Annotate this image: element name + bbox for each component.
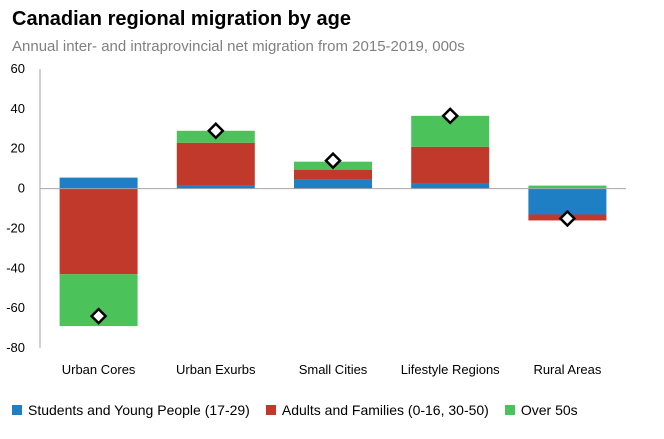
y-tick-label-5: -40 — [6, 260, 25, 275]
net-marker-3 — [441, 107, 459, 125]
x-tick-label-2: Small Cities — [299, 362, 368, 377]
chart-subtitle: Annual inter- and intraprovincial net mi… — [12, 38, 465, 55]
bar-segment-1-3 — [411, 146, 490, 184]
net-marker-1 — [207, 122, 225, 140]
legend-item-adults: Adults and Families (0-16, 30-50) — [265, 402, 489, 418]
net-marker-4 — [558, 209, 577, 228]
net-marker-2 — [324, 151, 342, 170]
legend: Students and Young People (17-29) Adults… — [12, 402, 594, 418]
bar-segment-0-3 — [411, 183, 490, 189]
x-tick-label-0: Urban Cores — [62, 362, 136, 377]
chart-plot: 60 40 20 0 -20 -40 -60 -80 Urban Cores Urban Exur… — [6, 61, 626, 377]
bar-segment-0-2 — [294, 179, 372, 189]
x-tick-label-1: Urban Exurbs — [176, 362, 256, 377]
y-tick-label-0: 60 — [11, 61, 25, 76]
legend-swatch-over50 — [504, 405, 515, 415]
bar-segment-0-1 — [176, 185, 255, 189]
y-tick-label-6: -60 — [6, 300, 25, 315]
bar-segment-1-0 — [59, 188, 138, 275]
y-tick-label-7: -80 — [6, 340, 25, 355]
legend-label-over50: Over 50s — [520, 402, 578, 418]
x-tick-label-3: Lifestyle Regions — [401, 362, 500, 377]
y-tick-label-3: 0 — [18, 181, 25, 196]
bar-segment-0-0 — [59, 177, 138, 189]
bar-segment-2-4 — [528, 185, 607, 189]
chart-title: Canadian regional migration by age — [12, 8, 351, 30]
legend-label-adults: Adults and Families (0-16, 30-50) — [281, 402, 489, 418]
legend-item-over50: Over 50s — [504, 402, 578, 418]
x-tick-label-4: Rural Areas — [533, 362, 601, 377]
bar-segment-1-1 — [176, 142, 255, 186]
legend-swatch-students — [12, 405, 22, 415]
legend-item-students: Students and Young People (17-29) — [12, 402, 250, 418]
legend-label-students: Students and Young People (17-29) — [28, 402, 250, 418]
y-tick-label-2: 20 — [11, 141, 25, 156]
net-marker-0 — [89, 307, 108, 325]
bar-segment-1-2 — [294, 169, 372, 180]
legend-swatch-adults — [265, 405, 276, 415]
y-tick-label-1: 40 — [11, 101, 25, 116]
y-tick-label-4: -20 — [6, 220, 25, 235]
